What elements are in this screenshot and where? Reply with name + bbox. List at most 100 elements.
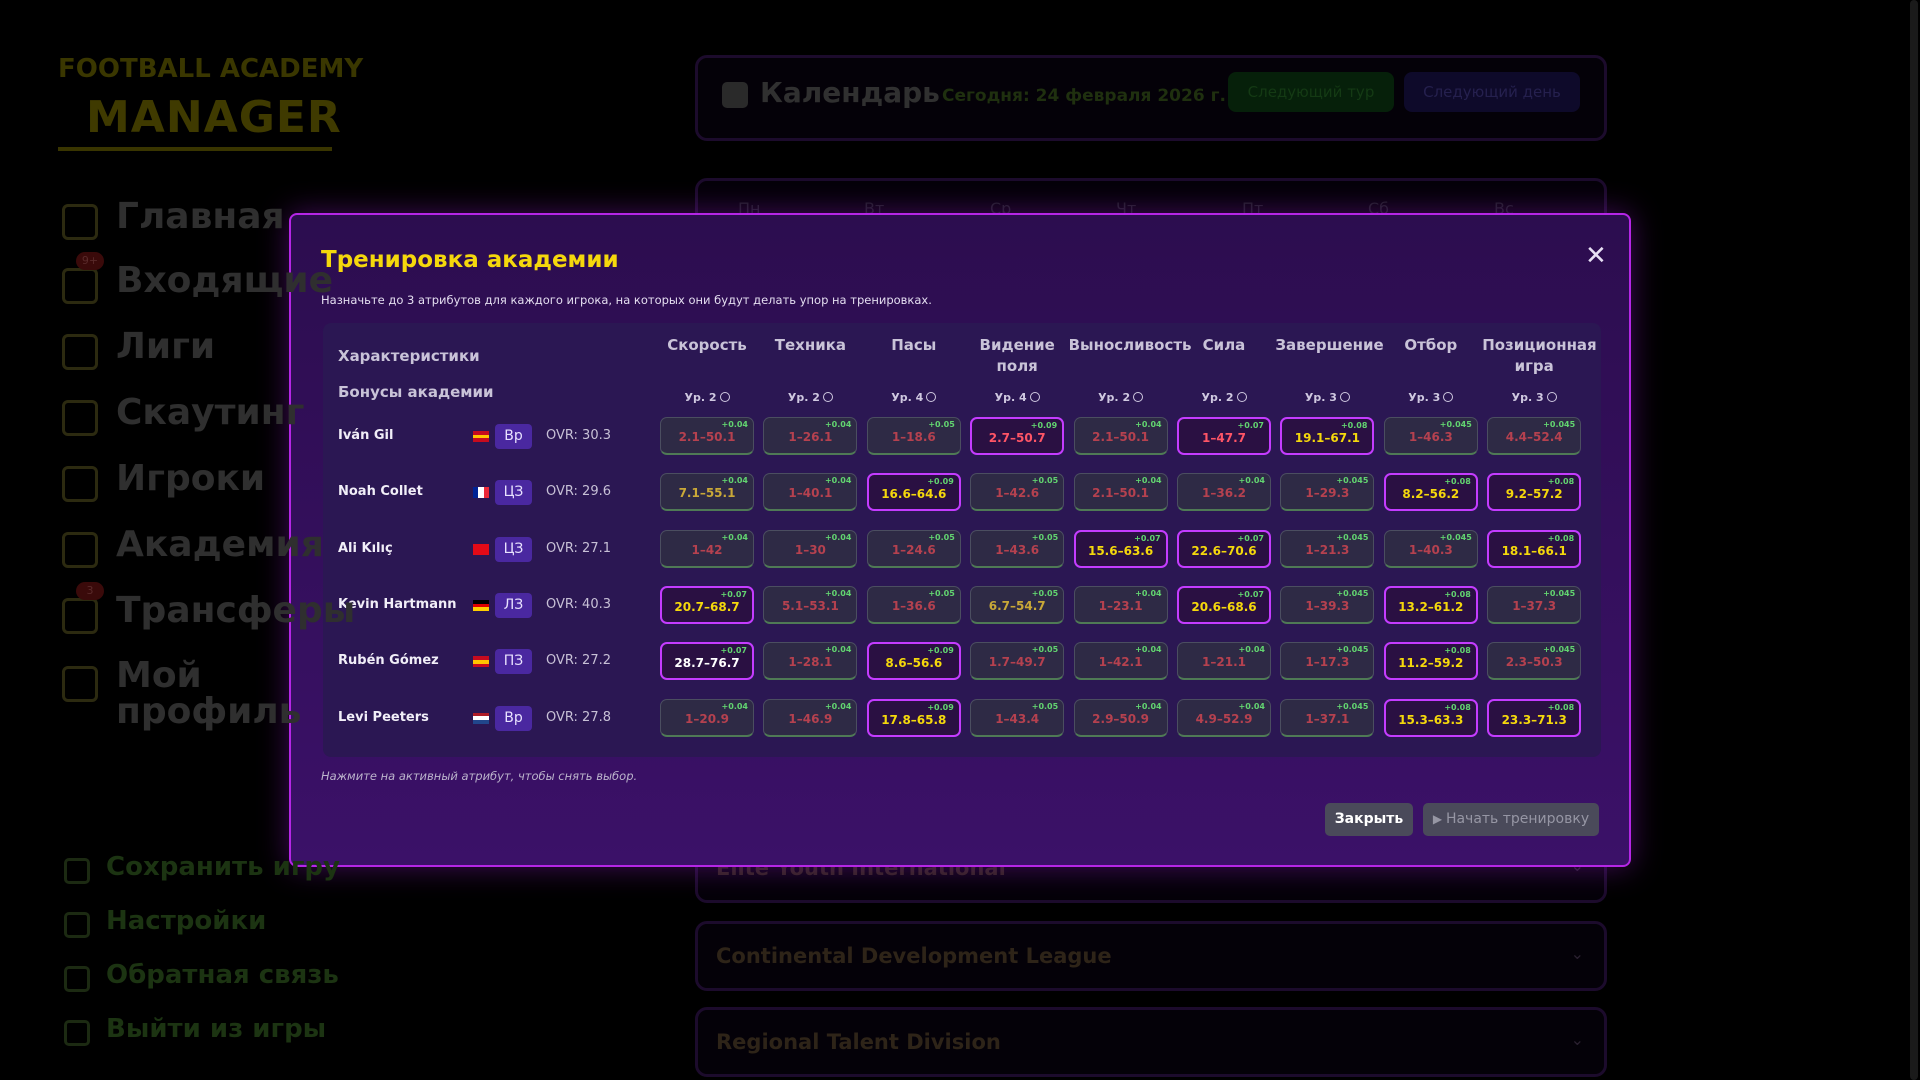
attribute-cell[interactable]: +0.045 1–46.3 <box>1383 417 1478 455</box>
attribute-cell[interactable]: +0.045 2.3–50.3 <box>1487 642 1582 681</box>
bottom-item[interactable]: Настройки <box>106 906 267 936</box>
logo-top: FOOTBALL ACADEMY <box>58 54 364 84</box>
player-ovr: OVR: 29.6 <box>546 484 611 500</box>
next-round-button[interactable]: Следующий тур <box>1228 72 1394 112</box>
flag-stripe <box>473 712 489 717</box>
bonus-badge: +0.08 <box>1444 589 1471 599</box>
attribute-cell[interactable]: +0.04 2.9–50.9 <box>1073 698 1168 737</box>
nav-item[interactable]: Главная <box>116 196 285 237</box>
nav-item[interactable]: Игроки <box>116 458 266 499</box>
logo-bottom: MANAGER <box>86 92 342 143</box>
league-row[interactable]: Continental Development League ⌄ <box>695 921 1607 991</box>
attribute-cell[interactable]: +0.04 1–20.9 <box>660 698 754 737</box>
attribute-cell[interactable]: +0.04 1–36.2 <box>1177 473 1271 512</box>
attribute-cell-active[interactable]: +0.08 19.1–67.1 <box>1280 417 1375 455</box>
info-icon <box>1029 391 1040 402</box>
attribute-cell[interactable]: +0.045 1–37.3 <box>1487 585 1582 624</box>
attribute-cell[interactable]: +0.05 1–24.6 <box>866 529 961 568</box>
attribute-cell-active[interactable]: +0.07 22.6–70.6 <box>1177 529 1271 568</box>
bonus-badge: +0.05 <box>928 420 955 429</box>
attribute-cell[interactable]: +0.04 4.9–52.9 <box>1177 698 1271 737</box>
attribute-cell[interactable]: +0.05 1–42.6 <box>970 473 1065 512</box>
attribute-cell[interactable]: +0.04 1–23.1 <box>1073 585 1168 624</box>
flag <box>473 599 489 611</box>
nav-icon <box>62 400 98 436</box>
attribute-cell-active[interactable]: +0.07 20.6–68.6 <box>1177 585 1271 624</box>
start-button[interactable]: ▶ Начать тренировку <box>1423 803 1599 836</box>
bottom-item[interactable]: Сохранить игру <box>106 852 340 882</box>
attribute-cell[interactable]: +0.05 1–18.6 <box>866 417 961 455</box>
attribute-cell-active[interactable]: +0.09 2.7–50.7 <box>970 417 1065 455</box>
attribute-cell-active[interactable]: +0.07 15.6–63.6 <box>1073 529 1168 568</box>
attribute-cell[interactable]: +0.05 1.7–49.7 <box>970 642 1065 681</box>
bonus-badge: +0.07 <box>1134 533 1161 543</box>
attribute-cell-active[interactable]: +0.07 20.7–68.7 <box>660 585 754 624</box>
attribute-range: 1–42.6 <box>995 486 1040 501</box>
nav-item[interactable]: Лиги <box>116 326 216 367</box>
attribute-cell[interactable]: +0.045 1–40.3 <box>1383 529 1478 568</box>
attribute-range: 1–24.6 <box>891 542 936 557</box>
attribute-cell-active[interactable]: +0.08 13.2–61.2 <box>1383 585 1478 624</box>
level-wrap: Ур. 2 <box>1194 386 1254 405</box>
attribute-cell-active[interactable]: +0.08 23.3–71.3 <box>1487 698 1582 737</box>
attribute-range: 5.1–53.1 <box>781 598 839 613</box>
attribute-cell-active[interactable]: +0.09 8.6–56.6 <box>866 642 961 681</box>
attribute-cell[interactable]: +0.04 7.1–55.1 <box>660 473 754 512</box>
attribute-cell-active[interactable]: +0.08 8.2–56.2 <box>1383 473 1478 512</box>
next-day-button[interactable]: Следующий день <box>1404 72 1580 112</box>
bottom-item[interactable]: Выйти из игры <box>106 1014 327 1044</box>
attribute-cell[interactable]: +0.04 1–40.1 <box>763 473 858 512</box>
attribute-cell[interactable]: +0.04 2.1–50.1 <box>1073 417 1168 455</box>
flag-stripe <box>473 716 489 720</box>
bonus-badge: +0.04 <box>824 588 852 598</box>
attribute-cell[interactable]: +0.05 1–43.6 <box>970 529 1065 568</box>
attribute-range: 1–21.1 <box>1202 655 1246 670</box>
attribute-cell-active[interactable]: +0.08 18.1–66.1 <box>1487 529 1582 568</box>
attribute-cell-active[interactable]: +0.07 28.7–76.7 <box>660 642 754 681</box>
attribute-cell-active[interactable]: +0.07 1–47.7 <box>1177 417 1271 455</box>
attribute-cell[interactable]: +0.04 5.1–53.1 <box>763 585 858 624</box>
attribute-cell[interactable]: +0.045 1–37.1 <box>1280 698 1375 737</box>
attribute-cell[interactable]: +0.04 1–26.1 <box>763 417 858 455</box>
attribute-cell-active[interactable]: +0.08 11.2–59.2 <box>1383 642 1478 681</box>
nav-item[interactable]: Мой профиль <box>116 655 302 732</box>
flag-stripe <box>473 431 489 435</box>
attribute-cell[interactable]: +0.05 1–36.6 <box>866 585 961 624</box>
bonus-badge: +0.05 <box>928 532 955 542</box>
nav-item[interactable]: Скаутинг <box>116 392 305 433</box>
attribute-range: 9.2–57.2 <box>1505 487 1563 502</box>
attribute-cell[interactable]: +0.04 2.1–50.1 <box>1073 473 1168 512</box>
attribute-cell[interactable]: +0.04 1–30 <box>763 529 858 568</box>
attribute-cell[interactable]: +0.04 1–46.9 <box>763 698 858 737</box>
attribute-range: 1–18.6 <box>891 430 936 444</box>
bonus-badge: +0.04 <box>824 645 852 655</box>
attribute-cell[interactable]: +0.04 1–21.1 <box>1177 642 1271 681</box>
attribute-cell[interactable]: +0.04 1–28.1 <box>763 642 858 681</box>
level-label: Ур. 2 <box>1098 391 1131 404</box>
attribute-cell[interactable]: +0.04 1–42 <box>660 529 754 568</box>
attribute-cell[interactable]: +0.045 1–29.3 <box>1280 473 1375 512</box>
attribute-cell[interactable]: +0.045 1–21.3 <box>1280 529 1375 568</box>
nav-item[interactable]: Трансферы <box>116 590 356 631</box>
attribute-cell[interactable]: +0.045 1–39.3 <box>1280 585 1375 624</box>
attribute-cell[interactable]: +0.04 2.1–50.1 <box>660 417 754 455</box>
league-row[interactable]: Regional Talent Division ⌄ <box>695 1007 1607 1077</box>
close-button[interactable]: Закрыть <box>1325 803 1413 836</box>
attribute-cell[interactable]: +0.045 1–17.3 <box>1280 642 1375 681</box>
attribute-cell-active[interactable]: +0.09 17.8–65.8 <box>866 698 961 737</box>
nav-item[interactable]: Входящие <box>116 260 334 301</box>
attribute-cell[interactable]: +0.05 1–43.4 <box>970 698 1065 737</box>
attribute-cell[interactable]: +0.04 1–42.1 <box>1073 642 1168 681</box>
attribute-cell-active[interactable]: +0.09 16.6–64.6 <box>866 473 961 512</box>
close-icon[interactable]: ✕ <box>1585 241 1607 271</box>
attribute-cell[interactable]: +0.045 4.4–52.4 <box>1487 417 1582 455</box>
column-header: Отбор <box>1404 336 1458 354</box>
bottom-item[interactable]: Обратная связь <box>106 960 339 990</box>
bonus-badge: +0.05 <box>1031 532 1059 542</box>
attribute-cell[interactable]: +0.05 6.7–54.7 <box>970 585 1065 624</box>
nav-icon <box>62 466 98 502</box>
nav-item[interactable]: Академия <box>116 524 324 565</box>
attribute-cell-active[interactable]: +0.08 9.2–57.2 <box>1487 473 1582 512</box>
attribute-cell-active[interactable]: +0.08 15.3–63.3 <box>1383 698 1478 737</box>
info-icon <box>1443 391 1454 402</box>
